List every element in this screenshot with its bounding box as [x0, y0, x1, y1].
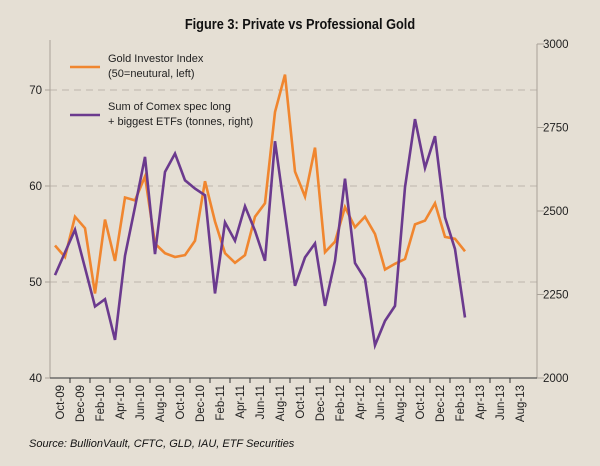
x-tick-label: Apr-11 — [235, 385, 247, 419]
x-tick-label: Dec-09 — [75, 385, 87, 422]
x-tick-label: Aug-12 — [395, 385, 407, 422]
x-tick-label: Oct-12 — [415, 385, 427, 420]
x-axis-ticks: Oct-09 Dec-09 Feb-10 Apr-10 Jun-10 Aug-10 Oct-… — [55, 378, 527, 422]
right-tick-label: 2000 — [543, 373, 569, 385]
x-tick-label: Apr-12 — [355, 385, 367, 420]
left-tick-label: 70 — [29, 85, 42, 97]
x-tick-label: Aug-13 — [515, 385, 527, 422]
x-tick-label: Aug-11 — [275, 385, 287, 421]
right-axis-ticks: 2000 2250 2500 2750 3000 — [537, 39, 569, 385]
right-tick-label: 3000 — [543, 39, 569, 51]
x-tick-label: Jun-12 — [375, 385, 387, 420]
x-tick-label: Feb-13 — [455, 385, 467, 421]
legend-label: (50=neutural, left) — [108, 68, 195, 80]
x-tick-label: Oct-10 — [175, 385, 187, 420]
left-tick-label: 60 — [29, 181, 42, 193]
legend-label: Gold Investor Index — [108, 53, 204, 65]
chart-title: Figure 3: Private vs Professional Gold — [184, 16, 416, 33]
x-tick-label: Feb-11 — [215, 385, 227, 421]
x-tick-label: Jun-10 — [135, 385, 147, 420]
x-tick-label: Aug-10 — [155, 385, 167, 422]
legend: Gold Investor Index (50=neutural, left) Su… — [70, 53, 253, 128]
x-tick-label: Oct-11 — [295, 385, 307, 419]
right-tick-label: 2250 — [543, 290, 569, 302]
x-tick-label: Dec-10 — [195, 385, 207, 422]
comex-etf-tonnes-line — [53, 118, 467, 351]
right-tick-label: 2750 — [543, 123, 569, 135]
left-axis-ticks: 40 50 60 70 — [29, 85, 50, 385]
x-tick-label: Apr-10 — [115, 385, 127, 420]
x-tick-label: Jun-13 — [495, 385, 507, 420]
gold-investor-index-line — [54, 74, 467, 294]
x-tick-label: Oct-09 — [55, 385, 67, 420]
x-tick-label: Dec-12 — [435, 385, 447, 422]
x-tick-label: Apr-13 — [475, 385, 487, 420]
x-tick-label: Jun-11 — [255, 385, 267, 419]
left-tick-label: 40 — [29, 373, 42, 385]
legend-label: + biggest ETFs (tonnes, right) — [108, 116, 253, 128]
series-lines — [53, 74, 467, 351]
x-tick-label: Feb-12 — [335, 385, 347, 421]
source-note: Source: BullionVault, CFTC, GLD, IAU, ET… — [29, 438, 295, 450]
legend-label: Sum of Comex spec long — [108, 101, 231, 113]
left-tick-label: 50 — [29, 277, 42, 289]
right-tick-label: 2500 — [543, 206, 569, 218]
x-tick-label: Dec-11 — [315, 385, 327, 421]
x-tick-label: Feb-10 — [95, 385, 107, 421]
